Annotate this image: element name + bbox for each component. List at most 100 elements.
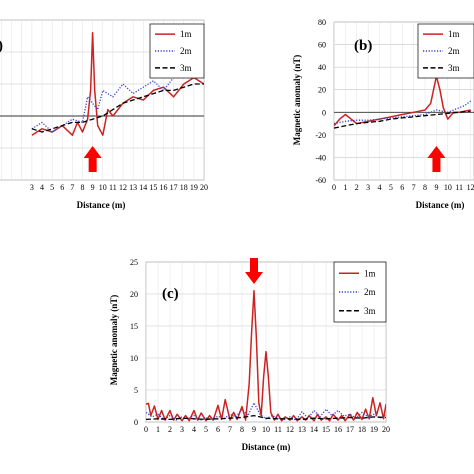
y-tick-label: 15	[130, 322, 138, 331]
x-tick-label: 15	[149, 183, 157, 192]
x-tick-label: 16	[334, 425, 342, 434]
y-tick-label: 80	[318, 18, 326, 27]
x-tick-label: 5	[204, 425, 208, 434]
x-tick-label: 4	[192, 425, 196, 434]
legend: 1m 2m 3m	[149, 23, 205, 79]
chart-panel-2: 0 1 2 3 4 5 6 7 8 9 10 11 12 13 14 15 16 17 18 19 2025201510…	[109, 258, 390, 452]
x-tick-label: 7	[70, 183, 74, 192]
series-line-1m	[334, 75, 471, 127]
panel-label: (b)	[354, 38, 372, 54]
x-tick-label: 14	[310, 425, 318, 434]
x-tick-label: 9	[91, 183, 95, 192]
x-tick-label: 1	[156, 425, 160, 434]
x-tick-label: 8	[81, 183, 85, 192]
series-line-3m	[334, 110, 471, 129]
x-tick-label: 11	[455, 183, 463, 192]
x-tick-label: 6	[60, 183, 64, 192]
series-line-3m	[31, 83, 204, 133]
y-tick-label: 5	[134, 386, 138, 395]
arrow-up-icon	[83, 146, 102, 172]
legend: 1m 2m 3m	[417, 23, 474, 79]
legend-label: 3m	[448, 63, 460, 73]
x-tick-label: 19	[190, 183, 198, 192]
y-axis-title: Magnetic anomaly (nT)	[109, 295, 119, 386]
x-tick-label: 19	[370, 425, 378, 434]
y-tick-label: 25	[130, 258, 138, 267]
x-tick-label: 7	[228, 425, 232, 434]
x-tick-label: 12	[467, 183, 474, 192]
x-tick-label: 12	[286, 425, 294, 434]
series-group	[334, 75, 472, 129]
x-tick-label: 10	[99, 183, 107, 192]
x-tick-label: 15	[322, 425, 330, 434]
y-tick-label: -20	[315, 131, 326, 140]
legend-label: 1m	[448, 29, 460, 39]
y-tick-label: 20	[130, 290, 138, 299]
legend-box	[417, 23, 474, 79]
arrow-up-icon	[427, 146, 446, 172]
series-line-1m	[146, 290, 386, 422]
arrow-down-icon	[245, 258, 263, 284]
legend-label: 3m	[180, 63, 192, 73]
x-tick-label: 17	[170, 183, 178, 192]
y-tick-label: 60	[318, 41, 326, 50]
x-tick-label: 13	[129, 183, 137, 192]
x-axis-title: Distance (m)	[242, 442, 291, 452]
x-tick-label: 8	[423, 183, 427, 192]
x-tick-label: 9	[434, 183, 438, 192]
x-tick-label: 8	[240, 425, 244, 434]
x-tick-label: 18	[180, 183, 188, 192]
legend-label: 1m	[180, 29, 192, 39]
x-tick-label: 6	[400, 183, 404, 192]
x-tick-label: 5	[50, 183, 54, 192]
y-tick-label: 20	[318, 86, 326, 95]
series-group	[146, 290, 386, 422]
y-axis-title: Magnetic anomaly (nT)	[292, 55, 302, 146]
grid	[0, 20, 204, 180]
series-line-3m	[146, 414, 386, 421]
x-tick-label: 10	[444, 183, 452, 192]
x-tick-label: 1	[343, 183, 347, 192]
x-tick-label: 20	[200, 183, 208, 192]
x-tick-label: 20	[382, 425, 390, 434]
x-tick-label: 18	[358, 425, 366, 434]
x-axis-title: Distance (m)	[416, 200, 465, 210]
legend: 1m 2m 3m	[333, 261, 387, 323]
y-tick-label: -40	[315, 153, 326, 162]
x-tick-label: 2	[355, 183, 359, 192]
x-tick-label: 10	[262, 425, 270, 434]
x-tick-label: 2	[168, 425, 172, 434]
y-tick-label: 0	[322, 108, 326, 117]
series-group	[31, 32, 204, 136]
x-tick-label: 6	[216, 425, 220, 434]
x-tick-label: 4	[40, 183, 44, 192]
x-tick-label: 4	[378, 183, 382, 192]
legend-label: 1m	[364, 268, 376, 278]
y-tick-label: 40	[318, 63, 326, 72]
x-tick-label: 11	[109, 183, 117, 192]
legend-label: 2m	[180, 46, 192, 56]
y-tick-label: 0	[134, 418, 138, 427]
panel-label-fragment: )	[0, 38, 3, 54]
legend-label: 2m	[448, 46, 460, 56]
chart-panel-0: 3 4 5 6 7 8 9 10 11 12 13 14 15 16 17 18 19 20 Distance (m…	[0, 19, 208, 210]
x-tick-label: 12	[119, 183, 127, 192]
x-tick-label: 3	[30, 183, 34, 192]
x-tick-label: 13	[298, 425, 306, 434]
chart-panel-1: 0 1 2 3 4 5 6 7 8 9 10 11 12806040200-20-40-60Distan…	[292, 18, 474, 210]
x-tick-label: 5	[389, 183, 393, 192]
x-tick-label: 7	[412, 183, 416, 192]
legend-label: 2m	[364, 287, 376, 297]
x-tick-label: 9	[252, 425, 256, 434]
y-tick-label: -60	[315, 176, 326, 185]
x-tick-label: 11	[274, 425, 282, 434]
x-tick-label: 3	[180, 425, 184, 434]
y-tick-label: 10	[130, 354, 138, 363]
x-tick-label: 17	[346, 425, 354, 434]
x-tick-label: 0	[332, 183, 336, 192]
x-axis-title: Distance (m)	[77, 200, 126, 210]
x-tick-label: 0	[144, 425, 148, 434]
x-tick-label: 14	[139, 183, 147, 192]
x-tick-label: 3	[366, 183, 370, 192]
